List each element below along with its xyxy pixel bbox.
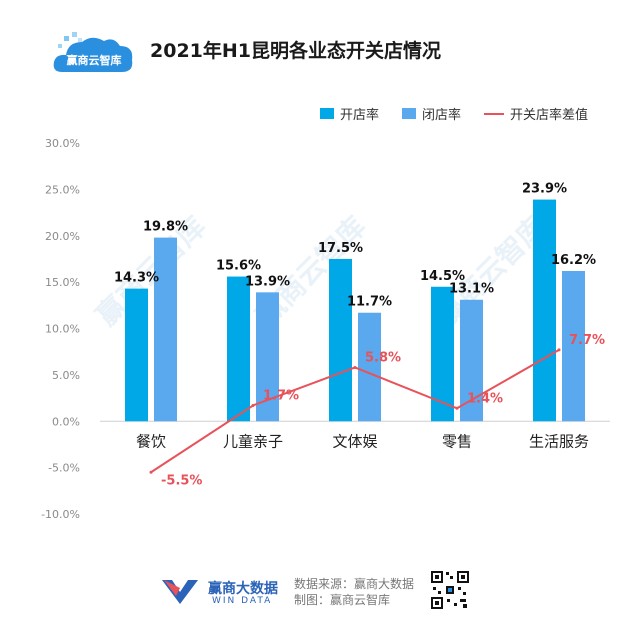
x-tick-label: 零售 bbox=[442, 432, 472, 450]
data-label-close: 13.1% bbox=[449, 282, 494, 297]
line-point-diff bbox=[455, 406, 459, 410]
qr-code-icon bbox=[430, 570, 470, 610]
bar-open-rate bbox=[431, 286, 454, 422]
y-tick-label: -5.0% bbox=[48, 462, 80, 475]
legend-item-close-rate: 闭店率 bbox=[402, 104, 461, 123]
bar-close-rate bbox=[460, 299, 483, 422]
data-label-open: 17.5% bbox=[318, 241, 363, 256]
legend-label-diff: 开关店率差值 bbox=[510, 108, 589, 123]
data-label-diff: 5.8% bbox=[365, 350, 401, 365]
legend-label-open: 开店率 bbox=[340, 108, 380, 123]
line-point-diff bbox=[251, 403, 255, 407]
y-tick-label: 0.0% bbox=[52, 415, 80, 428]
legend-label-close: 闭店率 bbox=[422, 108, 462, 123]
footer-source: 数据来源：赢商大数据 制图：赢商云智库 bbox=[294, 576, 414, 608]
cloud-logo-icon: 赢商云智库 bbox=[53, 32, 133, 72]
line-point-diff bbox=[557, 348, 561, 352]
data-label-close: 13.9% bbox=[245, 274, 290, 289]
bar-open-rate bbox=[533, 199, 556, 422]
x-tick-label: 文体娱 bbox=[332, 432, 377, 450]
data-label-diff: -5.5% bbox=[161, 473, 202, 488]
legend-swatch-diff bbox=[484, 112, 504, 115]
win-data-logo-icon bbox=[162, 580, 198, 604]
data-label-open: 14.5% bbox=[420, 269, 465, 284]
bar-close-rate bbox=[358, 312, 381, 422]
y-tick-label: 30.0% bbox=[45, 137, 80, 150]
y-tick-label: 20.0% bbox=[45, 230, 80, 243]
logo-text: 赢商云智库 bbox=[67, 53, 122, 67]
line-point-diff bbox=[149, 470, 153, 474]
data-label-diff: 1.7% bbox=[263, 388, 299, 403]
footer-source-line: 数据来源：赢商大数据 bbox=[294, 577, 415, 591]
y-tick-label: 5.0% bbox=[52, 369, 80, 382]
data-label-close: 16.2% bbox=[551, 253, 596, 268]
chart-title: 2021年H1昆明各业态开关店情况 bbox=[150, 40, 442, 62]
data-label-open: 14.3% bbox=[114, 271, 159, 286]
footer-brand-cn: 赢商大数据 bbox=[208, 581, 278, 597]
data-label-close: 19.8% bbox=[143, 220, 188, 235]
legend-swatch-close bbox=[402, 108, 416, 119]
footer-brand-en: WIN DATA bbox=[212, 596, 273, 606]
x-tick-label: 儿童亲子 bbox=[223, 432, 283, 450]
y-tick-label: -10.0% bbox=[41, 508, 80, 521]
data-label-open: 23.9% bbox=[522, 182, 567, 197]
x-tick-label: 生活服务 bbox=[529, 432, 589, 450]
footer-credit-line: 制图：赢商云智库 bbox=[294, 593, 391, 607]
legend-swatch-open bbox=[320, 108, 334, 119]
y-tick-label: 10.0% bbox=[45, 323, 80, 336]
bar-open-rate bbox=[227, 276, 250, 422]
line-point-diff bbox=[353, 365, 357, 369]
data-label-diff: 7.7% bbox=[569, 333, 605, 348]
data-label-open: 15.6% bbox=[216, 259, 261, 274]
legend: 开店率 闭店率 开关店率差值 bbox=[0, 104, 640, 124]
bar-close-rate bbox=[256, 292, 279, 422]
bar-close-rate bbox=[154, 237, 177, 422]
x-tick-label: 餐饮 bbox=[136, 432, 166, 450]
y-tick-label: 15.0% bbox=[45, 276, 80, 289]
bar-close-rate bbox=[562, 270, 585, 422]
data-label-diff: 1.4% bbox=[467, 391, 503, 406]
y-tick-label: 25.0% bbox=[45, 183, 80, 196]
bar-line-chart: -10.0% -5.0% 0.0% 5.0% 10.0% 15.0% 20.0% 25.0% 3… bbox=[41, 137, 610, 521]
bar-open-rate bbox=[329, 258, 352, 422]
bar-open-rate bbox=[125, 288, 148, 422]
data-label-close: 11.7% bbox=[347, 295, 392, 310]
legend-item-diff: 开关店率差值 bbox=[484, 104, 588, 123]
legend-item-open-rate: 开店率 bbox=[320, 104, 379, 123]
